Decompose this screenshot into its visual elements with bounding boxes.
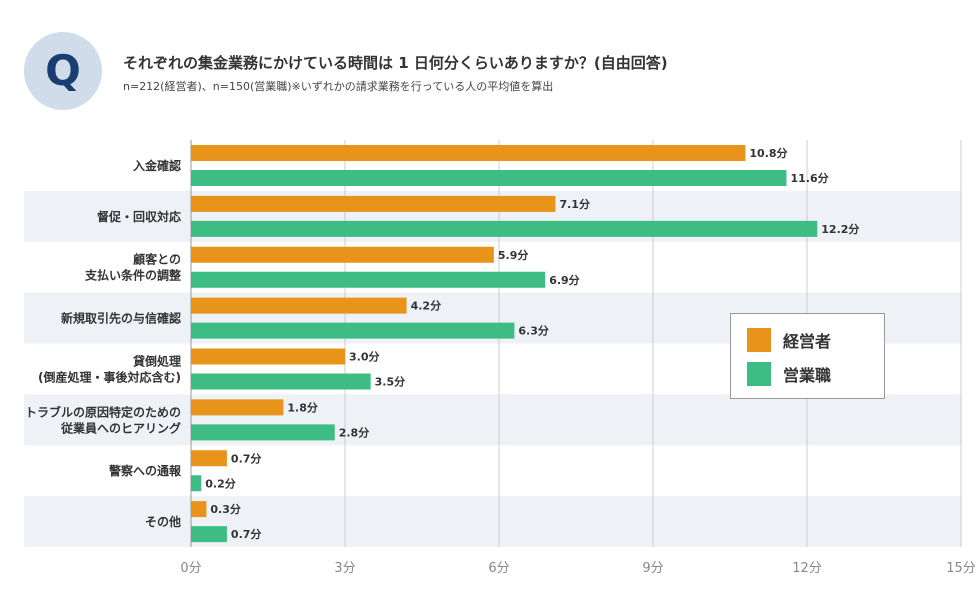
row-band [24,496,961,547]
chart-subtitle: n=212(経営者)、n=150(営業職)※いずれかの請求業務を行っている人の平… [123,80,554,93]
bar-sales [191,373,371,390]
category-label: 新規取引先の与信確認 [61,311,181,326]
bar-executive [191,297,407,314]
x-tick-label: 12分 [792,561,822,576]
bar-sales [191,526,227,543]
bar-executive [191,195,556,212]
row-band [24,394,961,446]
legend-item-sales: 営業職 [747,362,831,386]
category-label: 従業員へのヒアリング [60,420,181,435]
legend-label-executive: 経営者 [783,332,832,351]
bar-executive [191,246,494,263]
value-label: 1.8分 [287,400,318,414]
bar-sales [191,475,202,492]
x-tick-label: 6分 [488,561,509,576]
value-label: 5.9分 [498,248,529,262]
category-label: その他 [145,514,181,529]
bar-sales [191,322,515,339]
value-label: 0.7分 [231,527,262,541]
value-label: 0.2分 [205,476,236,490]
value-label: 10.8分 [749,146,787,160]
value-label: 4.2分 [411,299,442,313]
value-label: 0.7分 [231,451,262,465]
category-label: 警察への通報 [108,463,182,478]
chart-title: それぞれの集金業務にかけている時間は 1 日何分くらいありますか？(自由回答) [123,54,668,72]
x-tick-label: 3分 [334,561,355,576]
value-label: 3.0分 [349,350,380,364]
chart-legend: 経営者 営業職 [730,313,885,399]
legend-item-executive: 経営者 [747,328,831,352]
category-label: (倒産処理・事後対応含む) [38,369,181,384]
question-badge: Q [24,32,102,110]
x-tick-label: 15分 [946,561,976,576]
bar-sales [191,271,546,288]
value-label: 6.3分 [518,324,549,338]
category-label: 顧客との [133,252,181,267]
legend-swatch-sales [747,362,771,386]
bar-executive [191,348,345,365]
legend-label-sales: 営業職 [783,366,832,385]
value-label: 3.5分 [375,375,406,389]
bar-executive [191,501,207,518]
category-label: 督促・回収対応 [97,209,181,224]
bar-executive [191,399,284,416]
x-tick-label: 0分 [180,561,201,576]
value-label: 11.6分 [790,171,828,185]
category-label: 貸倒処理 [133,353,181,368]
category-label: 支払い条件の調整 [84,268,181,283]
legend-swatch-executive [747,328,771,352]
question-badge-letter: Q [45,46,81,95]
value-label: 2.8分 [339,425,370,439]
value-label: 0.3分 [210,502,241,516]
value-label: 6.9分 [549,273,580,287]
bar-executive [191,450,227,467]
bar-sales [191,170,787,186]
category-label: トラブルの原因特定のための [25,404,181,419]
value-label: 7.1分 [559,197,590,211]
category-label: 入金確認 [133,158,181,173]
x-tick-label: 9分 [642,561,663,576]
bar-executive [191,145,746,161]
value-label: 12.2分 [821,222,859,236]
bar-sales [191,220,818,237]
bar-sales [191,424,335,441]
